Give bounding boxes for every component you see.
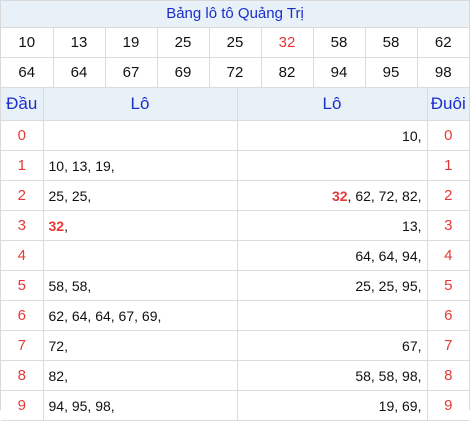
table-row: 8 82, 58, 58, 98, 8 [1, 360, 469, 391]
lo-left-cell [43, 120, 238, 151]
lo-right-text: 13, [402, 217, 422, 234]
dau-cell: 3 [1, 210, 44, 241]
lo-left-text: 10, 13, 19, [48, 157, 115, 174]
number-cell: 64 [1, 57, 54, 88]
number-cell: 94 [313, 57, 366, 88]
highlight-number: 32 [331, 187, 348, 204]
lo-left-text: , [64, 217, 68, 234]
duoi-cell: 7 [427, 330, 469, 361]
dau-cell: 7 [1, 330, 44, 361]
lo-right-cell: 19, 69, [237, 390, 428, 421]
loto-header-row: Đầu Lô Lô Đuôi [1, 88, 469, 121]
dau-cell: 1 [1, 150, 44, 181]
duoi-cell: 8 [427, 360, 469, 391]
table-row: 9 94, 95, 98, 19, 69, 9 [1, 390, 469, 421]
lo-right-cell: 67, [237, 330, 428, 361]
number-cell: 32 [261, 28, 314, 58]
results-numbers-table: 10 13 19 25 25 32 58 58 62 64 64 67 69 72 82 94 95 98 [1, 28, 469, 88]
table-row: 6 62, 64, 64, 67, 69, 6 [1, 300, 469, 331]
number-cell: 62 [417, 28, 469, 58]
lo-right-text: 64, 64, 94, [355, 247, 422, 264]
lo-right-cell: 13, [237, 210, 428, 241]
lo-left-cell: 10, 13, 19, [43, 150, 238, 181]
number-cell: 19 [105, 28, 158, 58]
lo-right-cell: 25, 25, 95, [237, 270, 428, 301]
lo-left-cell: 32, [43, 210, 238, 241]
table-row: 1 10, 13, 19, 1 [1, 150, 469, 181]
header-lo-left: Lô [43, 88, 238, 121]
table-row: 2 25, 25, 32, 62, 72, 82, 2 [1, 180, 469, 211]
dau-cell: 8 [1, 360, 44, 391]
lo-right-cell [237, 150, 428, 181]
number-cell: 64 [53, 57, 106, 88]
lo-right-text: 67, [402, 337, 422, 354]
number-cell: 72 [209, 57, 262, 88]
dau-cell: 6 [1, 300, 44, 331]
lo-left-cell: 62, 64, 64, 67, 69, [43, 300, 238, 331]
highlight-number: 32 [48, 217, 65, 234]
number-cell: 25 [157, 28, 210, 58]
lo-left-text: 82, [48, 367, 68, 384]
lo-left-cell: 82, [43, 360, 238, 391]
number-cell: 10 [1, 28, 54, 58]
table-title: Bảng lô tô Quảng Trị [1, 1, 469, 28]
lo-right-text: 58, 58, 98, [355, 367, 422, 384]
dau-cell: 0 [1, 120, 44, 151]
table-row: 3 32, 13, 3 [1, 210, 469, 241]
duoi-cell: 1 [427, 150, 469, 181]
lo-right-text: 10, [402, 127, 422, 144]
number-cell: 67 [105, 57, 158, 88]
duoi-cell: 4 [427, 240, 469, 271]
lo-right-cell: 64, 64, 94, [237, 240, 428, 271]
header-duoi: Đuôi [427, 88, 469, 121]
number-cell: 58 [313, 28, 366, 58]
lo-right-cell [237, 300, 428, 331]
duoi-cell: 0 [427, 120, 469, 151]
duoi-cell: 3 [427, 210, 469, 241]
number-cell: 95 [365, 57, 418, 88]
numbers-row: 10 13 19 25 25 32 58 58 62 [1, 28, 469, 58]
lo-left-text: 72, [48, 337, 68, 354]
lo-right-text: 19, 69, [378, 397, 422, 414]
lo-right-text: 25, 25, 95, [355, 277, 422, 294]
table-row: 0 10, 0 [1, 120, 469, 151]
dau-cell: 2 [1, 180, 44, 211]
duoi-cell: 6 [427, 300, 469, 331]
duoi-cell: 5 [427, 270, 469, 301]
lo-right-text: , 62, 72, 82, [347, 187, 422, 204]
lo-left-cell [43, 240, 238, 271]
dau-cell: 5 [1, 270, 44, 301]
lo-left-cell: 94, 95, 98, [43, 390, 238, 421]
lo-left-cell: 58, 58, [43, 270, 238, 301]
duoi-cell: 9 [427, 390, 469, 421]
number-cell: 69 [157, 57, 210, 88]
lo-left-cell: 25, 25, [43, 180, 238, 211]
number-cell: 58 [365, 28, 418, 58]
table-row: 7 72, 67, 7 [1, 330, 469, 361]
number-cell: 13 [53, 28, 106, 58]
table-row: 5 58, 58, 25, 25, 95, 5 [1, 270, 469, 301]
lo-left-text: 62, 64, 64, 67, 69, [48, 307, 162, 324]
loto-table: Đầu Lô Lô Đuôi 0 10, 0 1 10, 13, 19, 1 2 25, 25… [1, 88, 469, 421]
number-cell: 98 [417, 57, 469, 88]
lo-right-cell: 58, 58, 98, [237, 360, 428, 391]
header-lo-right: Lô [237, 88, 428, 121]
numbers-row: 64 64 67 69 72 82 94 95 98 [1, 57, 469, 88]
header-dau: Đầu [1, 88, 44, 121]
lo-left-text: 25, 25, [48, 187, 92, 204]
lo-right-cell: 32, 62, 72, 82, [237, 180, 428, 211]
table-row: 4 64, 64, 94, 4 [1, 240, 469, 271]
lo-right-cell: 10, [237, 120, 428, 151]
dau-cell: 9 [1, 390, 44, 421]
lo-left-text: 94, 95, 98, [48, 397, 115, 414]
number-cell: 82 [261, 57, 314, 88]
dau-cell: 4 [1, 240, 44, 271]
lo-left-text: 58, 58, [48, 277, 92, 294]
number-cell: 25 [209, 28, 262, 58]
duoi-cell: 2 [427, 180, 469, 211]
lo-left-cell: 72, [43, 330, 238, 361]
